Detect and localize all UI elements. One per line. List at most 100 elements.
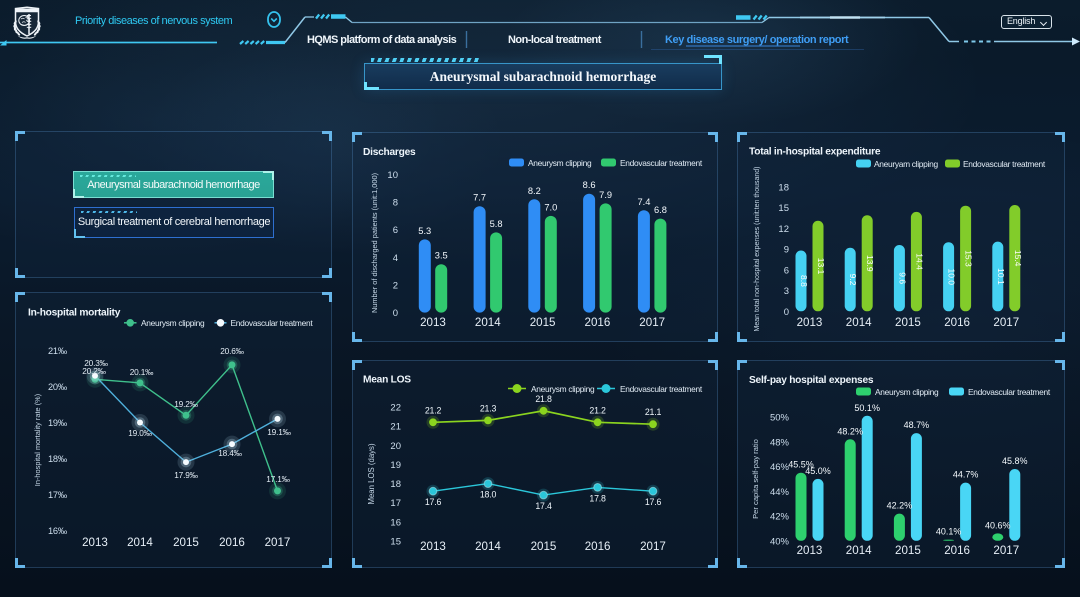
svg-text:2017: 2017 [639,316,665,329]
svg-text:17.1‰: 17.1‰ [266,474,290,484]
svg-text:20.2‰: 20.2‰ [82,366,106,376]
svg-text:17‰: 17‰ [48,490,68,500]
svg-text:4: 4 [393,253,398,264]
svg-text:2014: 2014 [846,316,872,329]
svg-text:19.0‰: 19.0‰ [128,428,152,438]
svg-text:3: 3 [784,286,789,297]
svg-text:6.8: 6.8 [654,205,667,215]
svg-text:15: 15 [778,203,789,214]
svg-text:Aneuryam clipping: Aneuryam clipping [874,159,938,169]
svg-text:3.5: 3.5 [435,251,448,261]
svg-text:Number of discharged patients: Number of discharged patients (unit:1,00… [370,173,379,313]
svg-text:2015: 2015 [895,544,921,557]
svg-text:21: 21 [390,422,401,433]
svg-text:10: 10 [387,170,398,181]
svg-text:48.7%: 48.7% [904,420,930,430]
svg-text:19.2‰: 19.2‰ [174,399,198,409]
svg-text:45.5%: 45.5% [788,460,814,470]
svg-text:Aneurysm clipping: Aneurysm clipping [141,318,205,328]
svg-text:22: 22 [390,403,401,414]
svg-text:Endovascular treatment: Endovascular treatment [620,384,703,394]
svg-text:15.4: 15.4 [1013,250,1023,267]
svg-text:2016: 2016 [944,316,970,329]
svg-text:40.6%: 40.6% [985,520,1011,530]
svg-text:45.0%: 45.0% [805,466,831,476]
svg-text:5.8: 5.8 [490,219,503,229]
svg-text:2017: 2017 [993,544,1019,557]
svg-text:2014: 2014 [475,540,501,553]
svg-text:Aneurysm clipping: Aneurysm clipping [531,384,595,394]
svg-text:19: 19 [390,460,401,471]
svg-text:Per capita self-pay ratio: Per capita self-pay ratio [751,439,760,519]
svg-text:Aneurysm clipping: Aneurysm clipping [528,158,592,168]
svg-text:13.9: 13.9 [865,255,875,272]
svg-text:18: 18 [390,479,401,490]
svg-text:2014: 2014 [127,536,153,549]
svg-text:40%: 40% [770,536,790,547]
svg-text:48.2%: 48.2% [837,426,863,436]
svg-text:18‰: 18‰ [48,454,68,464]
svg-text:7.7: 7.7 [473,193,486,203]
svg-text:50.1%: 50.1% [854,403,880,413]
svg-text:In-hospital mortality: In-hospital mortality [28,308,121,319]
svg-text:2015: 2015 [530,316,556,329]
svg-text:Self-pay hospital expenses: Self-pay hospital expenses [749,375,874,386]
svg-text:42%: 42% [770,512,790,523]
svg-text:8.6: 8.6 [583,180,596,190]
svg-text:Endovascular treatment: Endovascular treatment [968,387,1051,397]
svg-text:21.2: 21.2 [589,405,606,415]
svg-text:46%: 46% [770,462,790,473]
svg-text:18: 18 [778,183,789,194]
svg-text:17.6: 17.6 [425,497,442,507]
svg-text:7.9: 7.9 [599,190,612,200]
svg-text:2015: 2015 [531,540,557,553]
svg-text:16‰: 16‰ [48,526,68,536]
svg-text:21.2: 21.2 [425,405,442,415]
svg-text:5.3: 5.3 [418,226,431,236]
svg-text:2013: 2013 [420,540,446,553]
svg-text:8.2: 8.2 [528,186,541,196]
svg-text:20.3‰: 20.3‰ [84,358,108,368]
svg-text:21.3: 21.3 [480,403,497,413]
svg-text:15: 15 [390,537,401,548]
svg-text:Endovascular treatment: Endovascular treatment [620,158,703,168]
svg-text:9.2: 9.2 [848,274,858,286]
svg-text:12: 12 [778,224,789,235]
svg-text:2013: 2013 [797,544,823,557]
svg-text:2016: 2016 [944,544,970,557]
svg-text:2016: 2016 [585,316,611,329]
svg-text:42.2%: 42.2% [887,501,913,511]
svg-text:Mean LOS: Mean LOS [363,375,411,386]
svg-text:40.1%: 40.1% [936,527,962,537]
svg-text:0: 0 [784,307,789,318]
svg-text:21.1: 21.1 [645,407,662,417]
svg-text:17: 17 [390,498,401,509]
svg-text:2017: 2017 [265,536,291,549]
svg-text:9: 9 [784,245,789,256]
svg-text:14.4: 14.4 [914,253,924,270]
svg-text:17.4: 17.4 [535,501,552,511]
svg-text:19.1‰: 19.1‰ [267,427,291,437]
svg-text:In-hospital mortality rate (%): In-hospital mortality rate (%) [33,394,42,486]
svg-text:6: 6 [784,265,789,276]
svg-text:20‰: 20‰ [48,382,68,392]
svg-text:21‰: 21‰ [48,346,68,356]
svg-text:9.6: 9.6 [897,272,907,284]
svg-text:8: 8 [393,198,398,209]
svg-text:Total in-hospital expenditure: Total in-hospital expenditure [749,147,881,158]
svg-text:2016: 2016 [219,536,245,549]
svg-text:44.7%: 44.7% [953,470,979,480]
svg-text:2013: 2013 [82,536,108,549]
svg-text:7.0: 7.0 [544,202,557,212]
svg-text:Mean total non-hospital expens: Mean total non-hospital expenses (unit:t… [754,167,761,332]
svg-text:2013: 2013 [797,316,823,329]
svg-text:2013: 2013 [420,316,446,329]
svg-text:48%: 48% [770,437,790,448]
svg-text:2: 2 [393,280,398,291]
svg-text:2017: 2017 [640,540,666,553]
svg-text:Discharges: Discharges [363,147,416,158]
svg-text:8.8: 8.8 [799,275,809,287]
svg-text:18.0: 18.0 [480,490,497,500]
svg-text:16: 16 [390,517,401,528]
svg-text:17.8: 17.8 [589,493,606,503]
